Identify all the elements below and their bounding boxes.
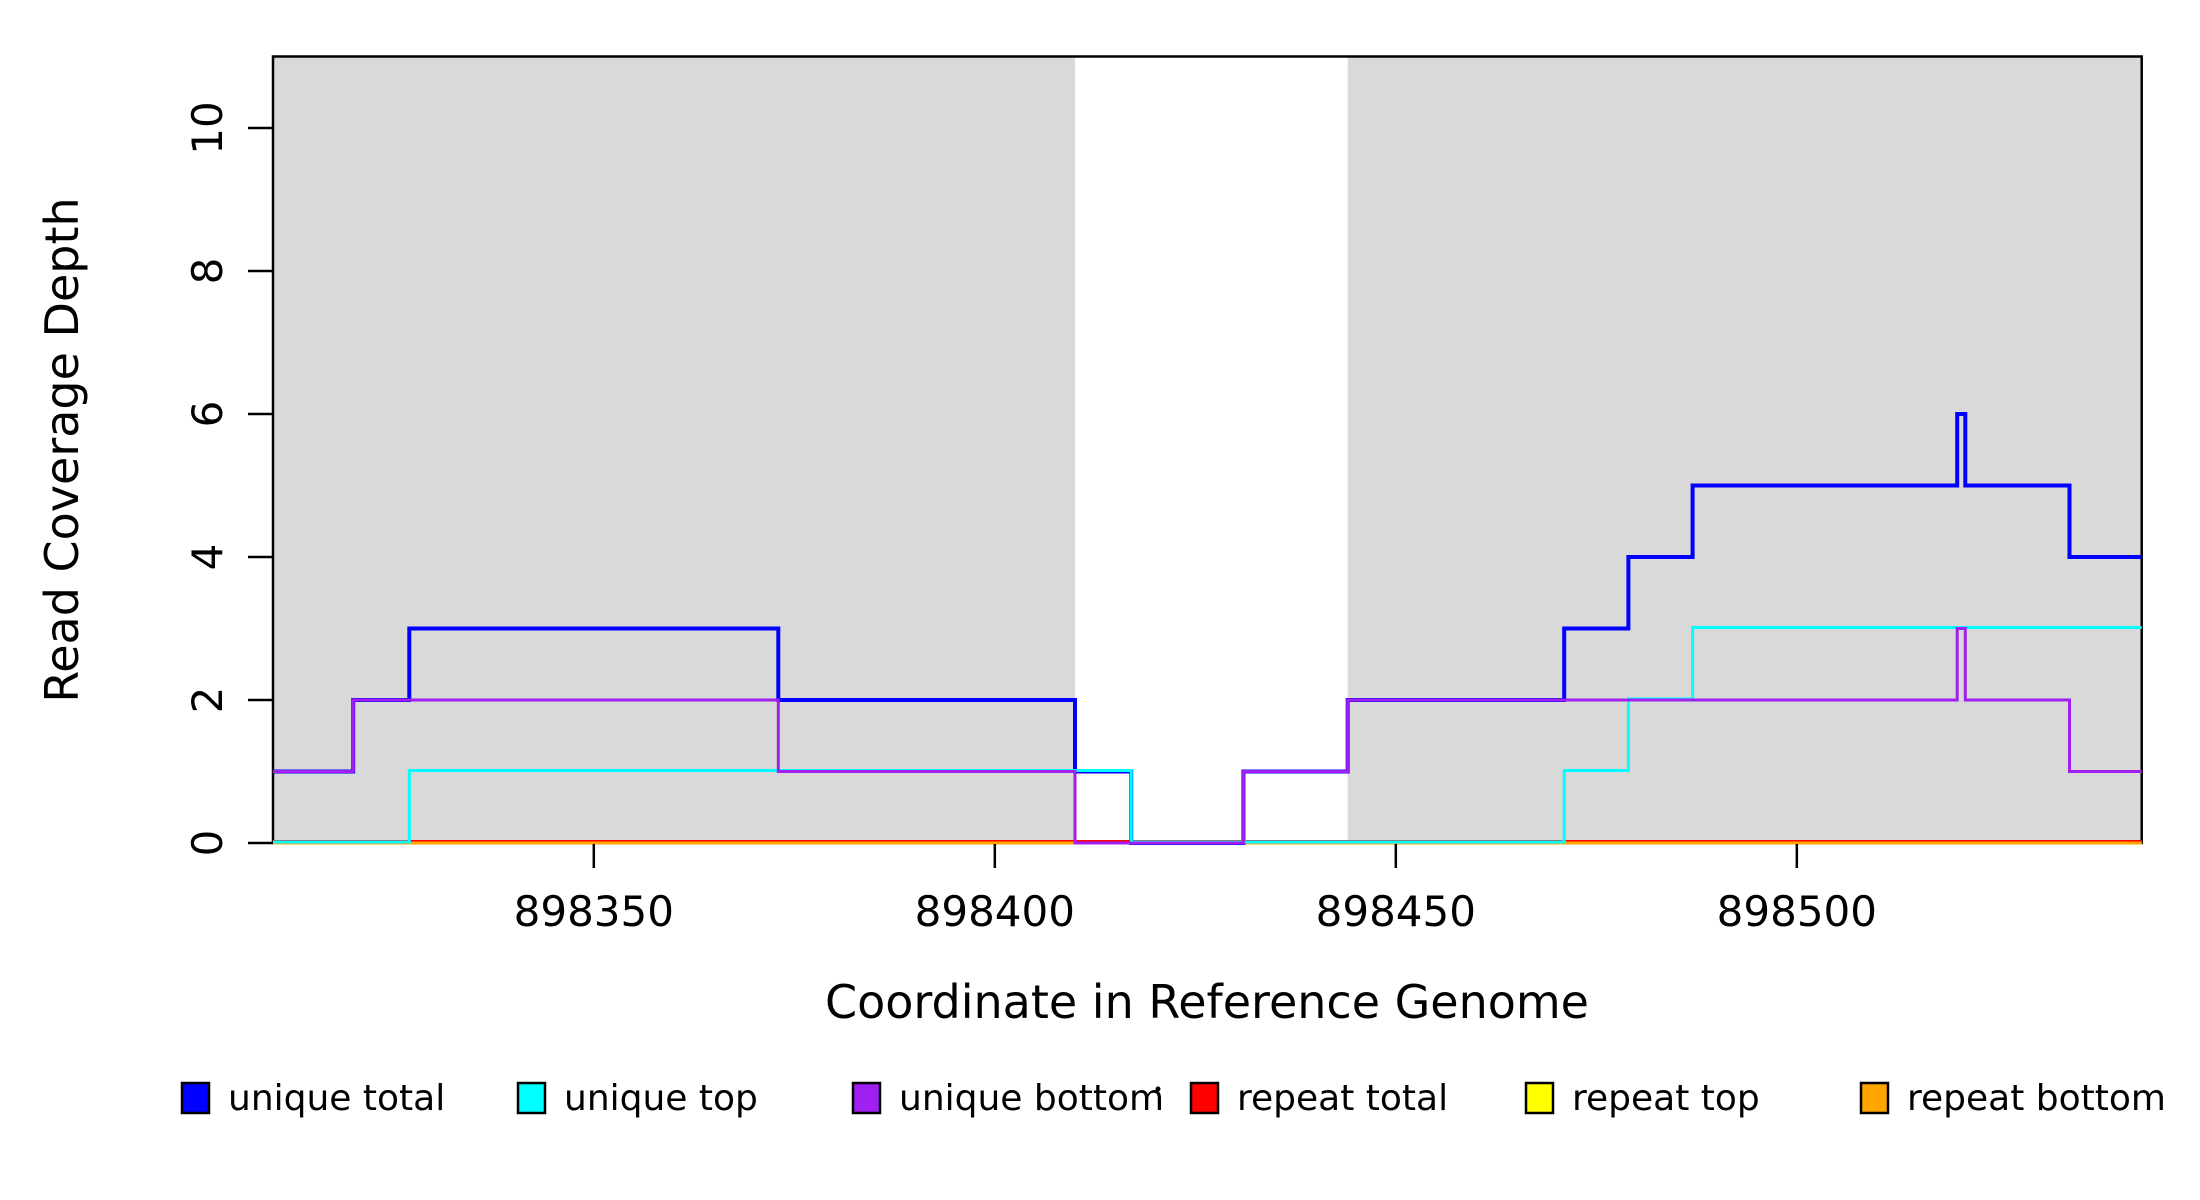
legend-item-unique-total: unique total (180, 1078, 445, 1119)
y-tick-label: 4 (183, 544, 232, 571)
legend-swatch (1189, 1081, 1220, 1115)
x-tick-label: 898500 (1717, 887, 1877, 936)
x-tick-label: 898400 (915, 887, 1075, 936)
stray-dot (1155, 1086, 1161, 1092)
series-line-unique-bottom (273, 627, 2142, 845)
y-tick-label: 10 (183, 101, 232, 154)
y-tick-label: 8 (183, 258, 232, 285)
series-line-unique-top (273, 626, 2142, 844)
y-tick-label: 2 (183, 687, 232, 714)
series-lines (273, 412, 2142, 845)
legend-label: unique bottom (899, 1078, 1164, 1119)
x-tick-label: 898450 (1316, 887, 1476, 936)
y-tick-label: 6 (183, 401, 232, 428)
legend-swatch (180, 1081, 211, 1115)
legend-item-repeat-top: repeat top (1524, 1078, 1760, 1119)
legend-swatch (1524, 1081, 1555, 1115)
legend-label: repeat total (1237, 1078, 1448, 1119)
y-axis: 0 2 4 6 8 10 (183, 101, 272, 856)
legend-swatch (1859, 1081, 1890, 1115)
legend-label: unique top (564, 1078, 758, 1119)
legend-label: unique total (228, 1078, 445, 1119)
x-axis: 898350 898400 898450 898500 (514, 844, 1877, 936)
y-tick-label: 0 (183, 830, 232, 857)
legend-swatch (516, 1081, 547, 1115)
legend-item-repeat-total: repeat total (1189, 1078, 1448, 1119)
shaded-region (273, 56, 1076, 843)
legend-item-unique-bottom: unique bottom (851, 1078, 1164, 1119)
y-axis-title: Read Coverage Depth (35, 197, 89, 702)
legend-label: repeat bottom (1907, 1078, 2166, 1119)
legend-item-unique-top: unique top (516, 1078, 758, 1119)
legend-item-repeat-bottom: repeat bottom (1859, 1078, 2166, 1119)
x-tick-label: 898350 (514, 887, 674, 936)
shaded-region (1347, 56, 2142, 843)
legend-swatch (851, 1081, 882, 1115)
x-axis-title: Coordinate in Reference Genome (825, 975, 1589, 1029)
highlight-regions (273, 56, 2142, 843)
legend: unique total unique top unique bottom repea… (180, 1078, 2166, 1119)
legend-label: repeat top (1572, 1078, 1760, 1119)
